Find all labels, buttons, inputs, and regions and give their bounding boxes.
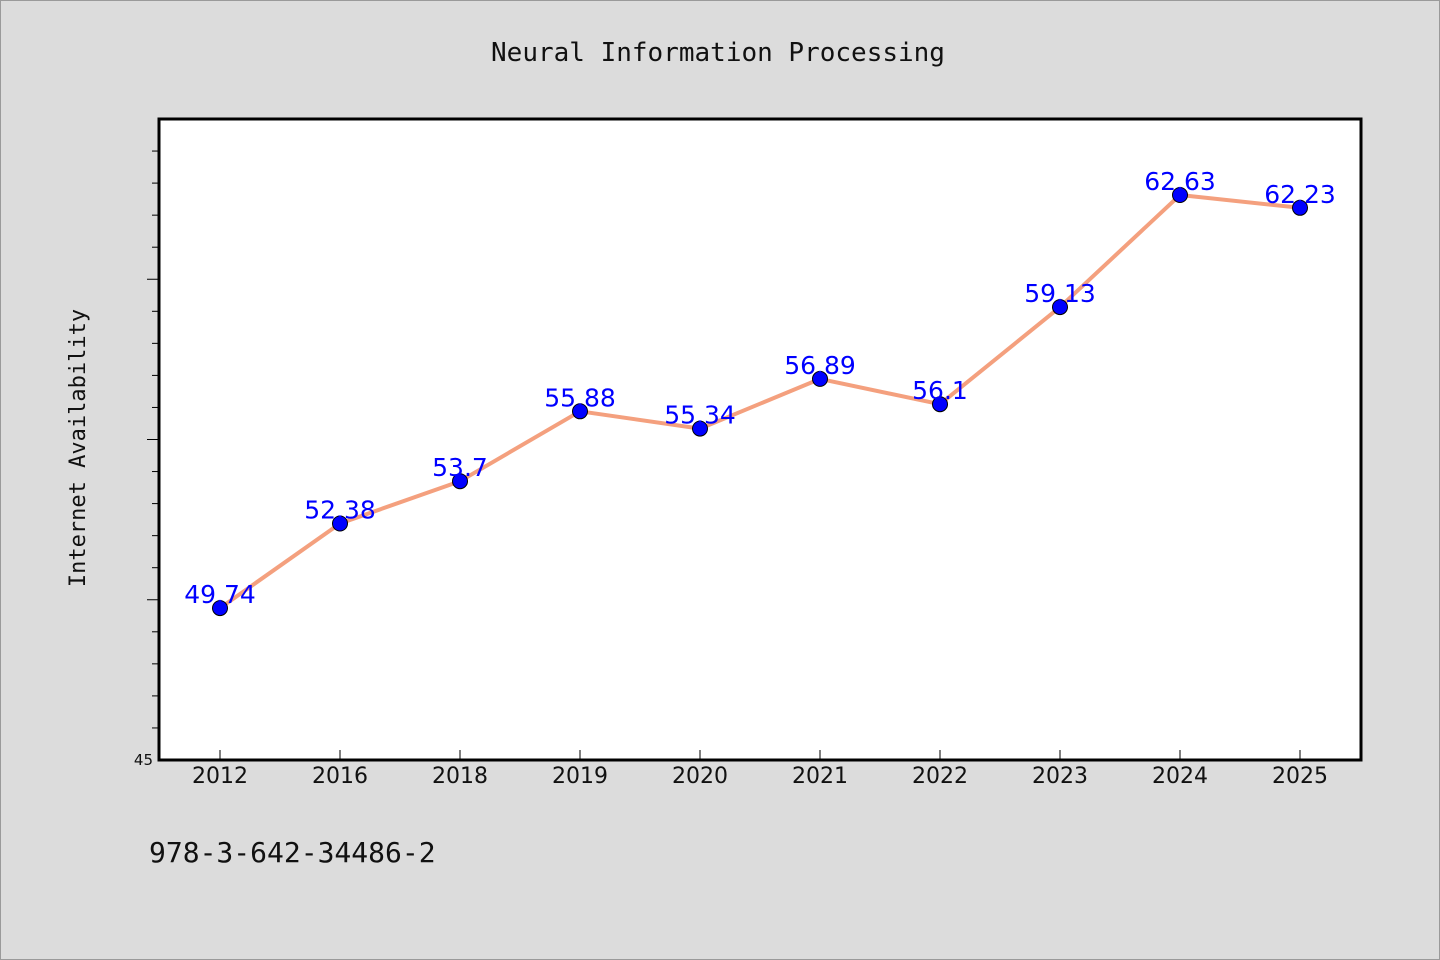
data-label: 49.74	[184, 580, 256, 609]
x-tick-label: 2025	[1272, 764, 1328, 789]
data-point-marker	[1292, 199, 1308, 216]
data-point-marker	[932, 396, 948, 413]
data-label: 62.23	[1264, 180, 1336, 209]
data-point-marker	[212, 600, 228, 617]
series-layer	[218, 193, 1302, 611]
x-tick-label: 2023	[1032, 764, 1088, 789]
data-point-marker	[572, 403, 588, 420]
data-label: 56.1	[912, 376, 968, 405]
x-tick-label: 2022	[912, 764, 968, 789]
data-point-marker	[452, 473, 468, 490]
series-line	[218, 193, 1302, 611]
y-axis-ticks: 45	[134, 150, 159, 769]
marker-layer	[212, 187, 1308, 617]
data-point-marker	[692, 420, 708, 437]
x-tick-label: 2019	[552, 764, 608, 789]
chart-title: Neural Information Processing	[491, 38, 945, 68]
data-label: 52.38	[304, 496, 376, 525]
data-label: 55.34	[664, 401, 736, 430]
x-tick-label: 2012	[192, 764, 248, 789]
y-axis-label: Internet Availability	[66, 309, 91, 587]
data-point-marker	[1172, 187, 1188, 203]
x-tick-label: 2018	[432, 764, 488, 789]
data-point-marker	[812, 370, 828, 387]
y-tick-label: 45	[134, 751, 153, 769]
x-tick-label: 2020	[672, 764, 728, 789]
x-tick-label: 2016	[312, 764, 368, 789]
x-tick-label: 2024	[1152, 764, 1208, 789]
data-point-marker	[332, 515, 348, 532]
data-label: 55.88	[544, 383, 616, 412]
x-tick-label: 2021	[792, 764, 848, 789]
plot-area	[157, 117, 1363, 762]
data-label: 56.89	[784, 351, 856, 380]
x-axis-ticks: 2012 2016 2018 2019 2020 2021 2022 2023 2024 2025	[192, 750, 1328, 789]
data-label: 53.7	[432, 453, 488, 482]
data-point-marker	[1052, 299, 1068, 316]
data-label: 59.13	[1024, 279, 1096, 308]
data-label-layer: 49.74 52.38 53.7 55.88 55.34 56.89 56.1 59.13 62…	[184, 167, 1336, 609]
footnote-isbn: 978-3-642-34486-2	[149, 836, 436, 869]
data-label: 62.63	[1144, 167, 1216, 196]
